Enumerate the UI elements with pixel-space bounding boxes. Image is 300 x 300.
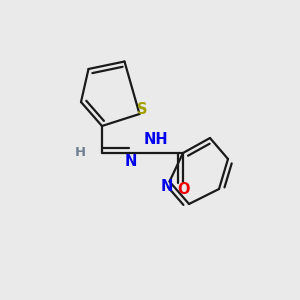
Text: NH: NH [144,132,168,147]
Text: O: O [177,182,189,197]
Text: S: S [137,102,148,117]
Text: N: N [160,179,173,194]
Text: N: N [124,154,137,169]
Text: H: H [75,146,86,160]
